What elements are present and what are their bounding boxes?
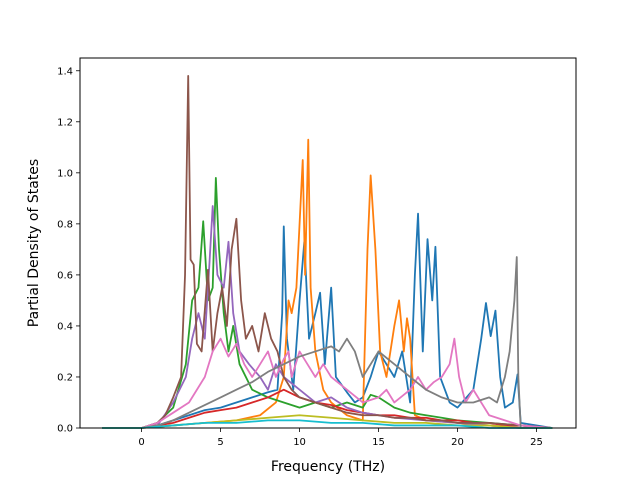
- x-tick-label: 5: [217, 437, 223, 448]
- x-tick-label: 0: [138, 437, 144, 448]
- y-tick-label: 0.6: [57, 270, 73, 281]
- x-tick-label: 25: [530, 437, 543, 448]
- series-line-6: [102, 74, 553, 429]
- y-tick-label: 0.8: [57, 219, 73, 230]
- y-tick-label: 0.4: [57, 321, 73, 332]
- series-line-1: [102, 212, 553, 429]
- plot-frame: [79, 57, 577, 429]
- y-axis-label: Partial Density of States: [26, 159, 42, 327]
- series-line-2: [102, 138, 553, 429]
- series-line-8: [102, 256, 553, 429]
- y-tick-label: 1.0: [57, 168, 73, 179]
- y-tick-label: 0.0: [57, 424, 73, 435]
- series-layer: [102, 74, 553, 429]
- x-axis-ticks: 0 5 10 15 20 25: [138, 428, 543, 448]
- y-tick-label: 0.2: [57, 372, 73, 383]
- x-tick-label: 15: [372, 437, 385, 448]
- series-line-10: [102, 419, 553, 429]
- x-axis-label: Frequency (THz): [271, 459, 385, 475]
- x-tick-label: 20: [451, 437, 464, 448]
- y-axis-ticks: 0.0 0.2 0.4 0.6 0.8 1.0 1.2 1.4: [57, 66, 80, 435]
- y-tick-label: 1.2: [57, 117, 73, 128]
- series-line-7: [102, 337, 553, 429]
- y-tick-label: 1.4: [57, 66, 73, 77]
- x-tick-label: 10: [293, 437, 306, 448]
